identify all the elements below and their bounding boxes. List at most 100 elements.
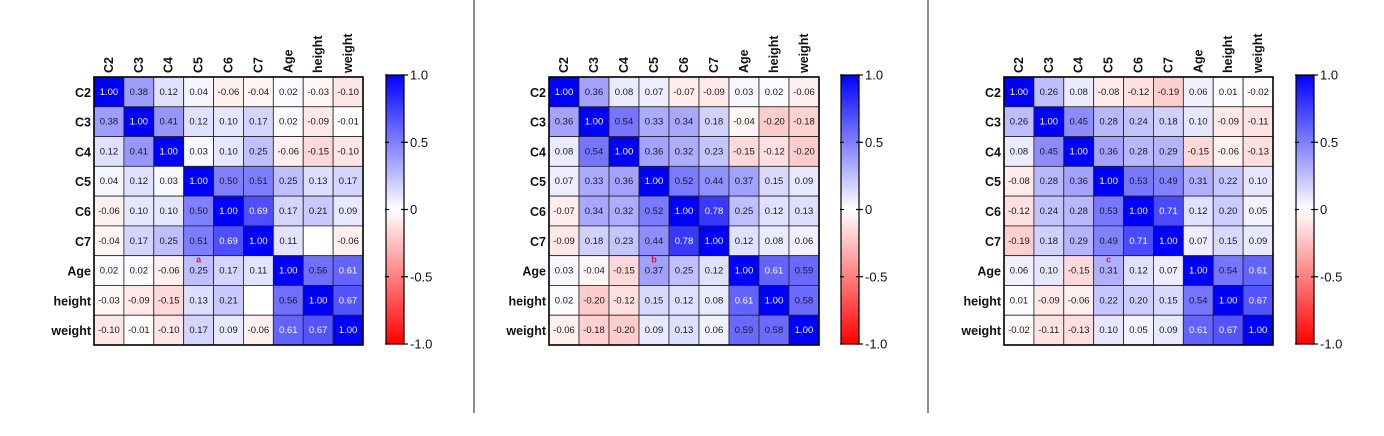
heatmap-cell <box>668 285 700 316</box>
cell-value-label: 1.00 <box>585 117 604 128</box>
cell-value-label: -0.12 <box>613 295 635 306</box>
cell-value-label: 0.11 <box>279 236 297 247</box>
cell-value-label: -0.09 <box>553 236 575 247</box>
heatmap-cell <box>332 195 364 227</box>
cell-value-label: 1.00 <box>1040 117 1059 128</box>
cell-value-label: 0.13 <box>309 176 328 187</box>
colorbar-tick-label: -0.5 <box>410 269 432 284</box>
cell-value-label: 0.20 <box>1129 295 1148 306</box>
heatmap-cell <box>272 76 304 108</box>
heatmap-cell <box>213 165 244 197</box>
row-label: Age <box>67 265 91 279</box>
cell-value-label: 0.03 <box>189 146 208 157</box>
cell-value-label: 0.32 <box>615 206 634 217</box>
cell-value-label: -0.12 <box>1008 206 1030 217</box>
column-label: C4 <box>617 57 631 73</box>
cell-value-label: -0.07 <box>553 206 575 217</box>
cell-value-label: 0.38 <box>130 87 149 98</box>
cell-value-label: 0.59 <box>795 266 814 277</box>
cell-value-label: 0.08 <box>1069 87 1088 98</box>
heatmap-cell <box>1003 285 1035 316</box>
cell-value-label: 1.00 <box>339 325 358 336</box>
heatmap-cell <box>548 285 580 316</box>
heatmap-cell <box>548 314 580 346</box>
cell-value-label: 0.10 <box>219 117 238 128</box>
heatmap-cell <box>638 165 670 197</box>
heatmap-cell <box>1003 136 1035 167</box>
cell-value-label: 1.00 <box>1219 295 1238 306</box>
colorbar-tick-label: 0.5 <box>410 135 428 150</box>
cell-value-label: -0.20 <box>613 325 635 336</box>
row-label: height <box>964 294 1002 308</box>
heatmap-cell <box>1123 136 1154 167</box>
cell-value-label: 0.67 <box>1219 325 1238 336</box>
cell-value-label: 1.00 <box>795 325 814 336</box>
cell-value-label: 1.00 <box>1010 87 1029 98</box>
heatmap-cell <box>638 136 670 167</box>
cell-value-label: -0.03 <box>307 87 329 98</box>
cell-value-label: 0.51 <box>249 176 268 187</box>
heatmap-cell <box>332 285 364 316</box>
cell-value-label: 0.33 <box>645 117 664 128</box>
heatmap-cell <box>1063 165 1095 197</box>
panel-label: a <box>196 255 202 265</box>
cell-value-label: 0.17 <box>279 206 298 217</box>
cell-value-label: 0.07 <box>645 87 664 98</box>
cell-value-label: 0.51 <box>189 236 208 247</box>
heatmap-b-svg: 1.00 0.36 0.08 0.07 -0.07 -0.09 0.03 0.02 -0.060… <box>505 33 887 352</box>
cell-value-label: 0.67 <box>1249 295 1268 306</box>
cell-value-label: -0.13 <box>1247 146 1269 157</box>
heatmap-cell <box>698 165 730 197</box>
heatmap-cell <box>638 314 670 346</box>
cell-value-label: 1.00 <box>675 206 694 217</box>
cell-value-label: -0.19 <box>1158 87 1180 98</box>
cell-value-label: 0.25 <box>675 266 694 277</box>
cell-value-label: 0.38 <box>100 117 119 128</box>
cell-value-label: 1.00 <box>735 266 754 277</box>
cell-value-label: -0.06 <box>277 146 299 157</box>
heatmap-cell <box>302 314 334 346</box>
column-label: C2 <box>1012 57 1026 73</box>
cell-value-label: -0.06 <box>218 87 240 98</box>
cell-value-label: 0.09 <box>795 176 814 187</box>
cell-value-label: -0.02 <box>1008 325 1030 336</box>
panel-divider-1 <box>473 0 475 413</box>
heatmap-cell <box>608 136 640 167</box>
cell-value-label: 0.08 <box>765 236 784 247</box>
heatmap-cell <box>728 225 760 257</box>
cell-value-label: -0.15 <box>158 295 180 306</box>
cell-value-label: 0.54 <box>1219 266 1238 277</box>
cell-value-label: 0.05 <box>1249 206 1268 217</box>
column-label: Age <box>737 49 751 73</box>
cell-value-label: 0.17 <box>219 266 238 277</box>
cell-value-label: 0.61 <box>735 295 754 306</box>
row-label: C2 <box>985 86 1001 100</box>
cell-value-label: 0.12 <box>735 236 754 247</box>
row-label: Age <box>522 265 546 279</box>
heatmap-cell <box>1212 106 1244 137</box>
heatmap-cell <box>1153 255 1184 286</box>
heatmap-border <box>1003 76 1274 346</box>
heatmap-cell <box>578 136 610 167</box>
cell-value-label: -0.15 <box>613 266 635 277</box>
heatmap-cell <box>548 255 580 286</box>
cell-value-label: -0.06 <box>248 325 270 336</box>
cell-value-label: 1.00 <box>555 87 574 98</box>
cell-value-label: 0.04 <box>189 87 208 98</box>
heatmap-cell <box>1033 255 1065 286</box>
cell-value-label: -0.10 <box>337 87 359 98</box>
heatmap-cell <box>1153 165 1184 197</box>
cell-value-label: -0.20 <box>583 295 605 306</box>
cell-value-label: 0.12 <box>705 266 724 277</box>
heatmap-cell <box>272 106 304 137</box>
cell-value-label: 0.12 <box>189 117 208 128</box>
column-label: weight <box>797 33 811 74</box>
heatmap-cell <box>788 136 820 167</box>
cell-value-label: 1.00 <box>100 87 119 98</box>
row-label: C6 <box>985 205 1001 219</box>
heatmap-cell <box>213 225 244 257</box>
cell-value-label: -0.13 <box>1068 325 1090 336</box>
cell-value-label: 0.37 <box>735 176 754 187</box>
cell-value-label: 0.67 <box>339 295 358 306</box>
column-label: weight <box>1251 33 1265 74</box>
